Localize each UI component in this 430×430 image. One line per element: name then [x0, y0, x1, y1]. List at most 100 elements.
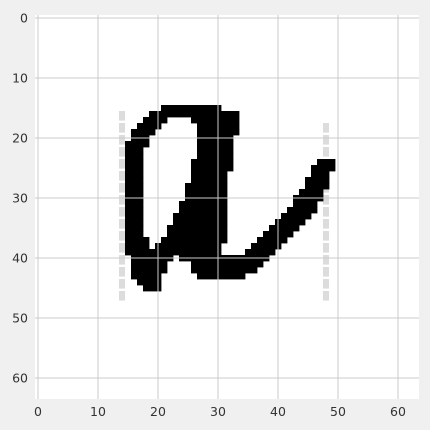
image-pixel-run [161, 105, 222, 112]
y-tick-label: 10 [12, 71, 28, 86]
x-tick-label: 10 [90, 404, 106, 419]
image-pixel-run [125, 207, 144, 214]
image-pixel-run [191, 171, 228, 178]
faint-guide-pixel [323, 231, 329, 241]
faint-guide-pixel [323, 267, 329, 277]
image-pixel-run [185, 183, 228, 190]
image-pixel-run [257, 237, 288, 244]
faint-guide-pixel [119, 183, 125, 193]
image-pixel-run [131, 267, 168, 274]
image-pixel-run [131, 273, 162, 280]
image-pixel-run [125, 201, 144, 208]
image-pixel-run [125, 141, 150, 148]
x-tick-label: 40 [270, 404, 286, 419]
image-pixel-run [137, 123, 162, 130]
faint-guide-pixel [323, 219, 329, 229]
image-pixel-run [179, 201, 228, 208]
faint-guide-pixel [119, 195, 125, 205]
image-pixel-run [191, 165, 234, 172]
image-pixel-run [191, 117, 240, 124]
image-pixel-run [149, 111, 180, 118]
faint-guide-pixel [119, 159, 125, 169]
image-pixel-run [137, 279, 162, 286]
faint-guide-pixel [119, 255, 125, 265]
image-pixel-run [131, 261, 168, 268]
image-pixel-run [125, 147, 144, 154]
image-pixel-run [125, 159, 144, 166]
image-pixel-run [125, 189, 144, 196]
faint-guide-pixel [323, 147, 329, 157]
image-pixel-run [191, 261, 264, 268]
faint-guide-pixel [323, 279, 329, 289]
faint-guide-pixel [323, 255, 329, 265]
image-pixel-run [125, 219, 144, 226]
image-pixel-run [125, 165, 144, 172]
faint-guide-pixel [119, 243, 125, 253]
faint-guide-pixel [119, 207, 125, 217]
image-pixel-run [299, 189, 324, 196]
image-pixel-run [269, 225, 300, 232]
x-tick-label: 0 [34, 404, 42, 419]
image-pixel-run [179, 111, 210, 118]
x-axis-ticks: 0 10 20 30 40 50 60 [34, 404, 406, 419]
image-pixel-run [311, 171, 330, 178]
image-pixel-run [143, 117, 168, 124]
faint-guide-pixel [323, 135, 329, 145]
image-pixel-run [185, 189, 228, 196]
y-tick-label: 40 [12, 251, 28, 266]
y-tick-label: 60 [12, 371, 28, 386]
faint-guide-pixel [119, 219, 125, 229]
image-pixel-run [251, 243, 282, 250]
x-tick-label: 60 [390, 404, 406, 419]
image-pixel-run [125, 171, 144, 178]
image-pixel-run [197, 153, 234, 160]
image-pixel-run [125, 237, 150, 244]
image-pixel-run [191, 267, 258, 274]
faint-guide-pixel [323, 195, 329, 205]
image-pixel-run [161, 237, 228, 244]
y-tick-label: 50 [12, 311, 28, 326]
image-pixel-run [131, 129, 156, 136]
image-pixel-run [275, 219, 306, 226]
image-pixel-run [125, 249, 222, 256]
image-pixel-run [191, 159, 234, 166]
image-pixel-run [167, 231, 228, 238]
image-pixel-run [173, 219, 228, 226]
y-tick-label: 30 [12, 191, 28, 206]
faint-guide-pixel [119, 231, 125, 241]
image-pixel-run [125, 231, 144, 238]
image-pixel-run [209, 111, 240, 118]
x-tick-label: 50 [330, 404, 346, 419]
y-axis-ticks: 0 10 20 30 40 50 60 [12, 11, 28, 386]
image-pixel-run [143, 285, 162, 292]
image-pixel-run [167, 225, 228, 232]
faint-guide-pixel [119, 267, 125, 277]
faint-guide-pixel [119, 123, 125, 133]
image-pixel-run [197, 147, 234, 154]
image-pixel-run [305, 183, 330, 190]
x-tick-label: 30 [210, 404, 226, 419]
image-pixel-run [311, 165, 336, 172]
image-pixel-run [197, 141, 234, 148]
image-pixel-run [305, 177, 330, 184]
image-pixel-run [125, 177, 144, 184]
image-pixel-run [125, 213, 144, 220]
y-tick-label: 20 [12, 131, 28, 146]
faint-guide-pixel [119, 135, 125, 145]
image-pixel-run [293, 201, 318, 208]
faint-guide-pixel [323, 243, 329, 253]
y-tick-label: 0 [20, 11, 28, 26]
image-pixel-run [125, 183, 144, 190]
faint-guide-pixel [119, 147, 125, 157]
image-pixel-run [179, 207, 228, 214]
image-pixel-run [197, 273, 246, 280]
image-pixel-run [125, 153, 144, 160]
image-pixel-run [281, 213, 312, 220]
x-tick-label: 20 [150, 404, 166, 419]
faint-guide-pixel [119, 111, 125, 121]
image-pixel-run [287, 207, 318, 214]
grid-lines [35, 15, 419, 399]
image-pixel-run [125, 225, 144, 232]
faint-guide-pixel [119, 279, 125, 289]
